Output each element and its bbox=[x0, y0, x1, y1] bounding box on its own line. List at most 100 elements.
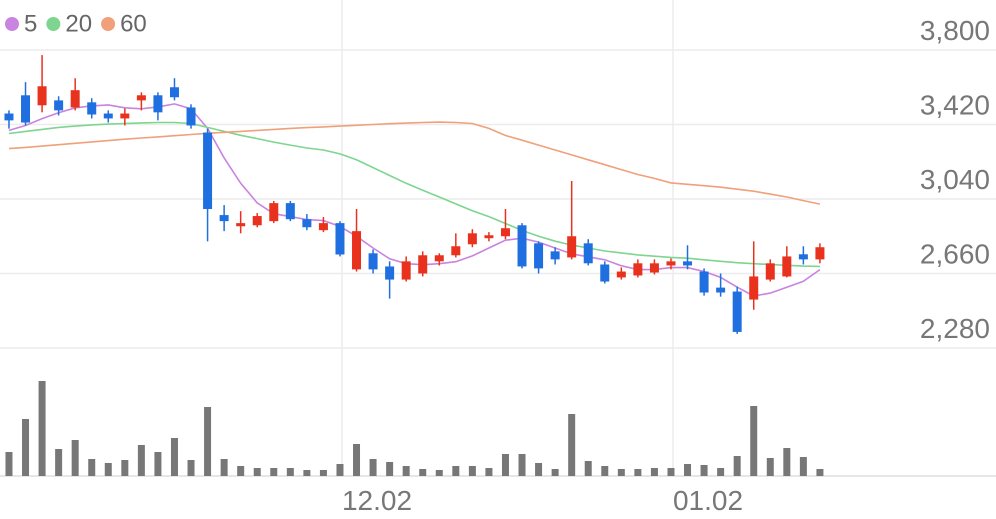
y-tick-label: 2,660 bbox=[920, 239, 990, 270]
volume-bar bbox=[38, 381, 46, 476]
volume-bar bbox=[617, 469, 625, 476]
volume-bar bbox=[485, 468, 493, 476]
volume-bar bbox=[684, 464, 692, 476]
candle-body bbox=[798, 254, 808, 260]
volume-bar bbox=[137, 445, 145, 476]
volume-bar bbox=[237, 466, 245, 476]
candle-body bbox=[716, 287, 726, 293]
candle-body bbox=[500, 228, 510, 237]
volume-bar bbox=[452, 466, 460, 476]
volume-bar bbox=[336, 464, 344, 476]
candle-body bbox=[583, 243, 593, 264]
candle-body bbox=[683, 261, 693, 266]
candle-body bbox=[815, 247, 825, 260]
volume-bar bbox=[369, 459, 377, 476]
volume-bar bbox=[220, 459, 228, 476]
volume-bar bbox=[518, 454, 526, 476]
candle-body bbox=[385, 266, 395, 280]
y-tick-label: 3,800 bbox=[920, 15, 990, 46]
volume-bar bbox=[55, 449, 63, 476]
x-tick-label: 01.02 bbox=[673, 485, 743, 516]
volume-bar bbox=[799, 457, 807, 476]
volume-bar bbox=[468, 466, 476, 476]
y-tick-label: 3,420 bbox=[920, 90, 990, 121]
volume-bar bbox=[816, 469, 824, 476]
candle-body bbox=[120, 113, 130, 119]
candle-body bbox=[252, 216, 262, 226]
candle-body bbox=[600, 264, 610, 282]
volume-bar bbox=[419, 469, 427, 476]
volume-bar bbox=[22, 419, 30, 476]
candle-body bbox=[467, 233, 477, 245]
candle-body bbox=[434, 255, 444, 262]
volume-bar bbox=[386, 462, 394, 476]
volume-bar bbox=[71, 440, 79, 476]
volume-bar bbox=[750, 406, 758, 476]
volume-bar bbox=[121, 460, 129, 476]
volume-bar bbox=[286, 468, 294, 476]
volume-bar bbox=[551, 469, 559, 476]
volume-bar bbox=[253, 468, 261, 476]
volume-bar bbox=[353, 444, 361, 476]
volume-bar bbox=[270, 468, 278, 476]
volume-bar bbox=[700, 465, 708, 476]
volume-bar bbox=[650, 468, 658, 476]
candle-body bbox=[269, 203, 279, 222]
legend-label: 20 bbox=[65, 10, 92, 37]
volume-bar bbox=[584, 461, 592, 476]
volume-bar bbox=[783, 448, 791, 476]
candle-body bbox=[186, 107, 196, 126]
volume-bar bbox=[154, 452, 162, 476]
candle-body bbox=[103, 113, 113, 119]
candle-body bbox=[70, 90, 80, 108]
volume-bar bbox=[5, 452, 13, 476]
volume-bar bbox=[568, 414, 576, 476]
candle-body bbox=[37, 86, 47, 106]
volume-bar bbox=[733, 456, 741, 476]
volume-bar bbox=[717, 468, 725, 476]
candle-body bbox=[484, 235, 494, 239]
volume-bar bbox=[435, 470, 443, 476]
candle-body bbox=[732, 291, 742, 332]
candle-body bbox=[699, 271, 709, 293]
candle-body bbox=[169, 87, 179, 98]
candle-body bbox=[649, 263, 659, 273]
volume-bar bbox=[535, 463, 543, 476]
volume-bar bbox=[667, 468, 675, 476]
volume-bar bbox=[204, 407, 212, 476]
candle-body bbox=[54, 100, 64, 111]
candle-body bbox=[87, 102, 97, 115]
volume-bar bbox=[319, 470, 327, 476]
candle-body bbox=[765, 263, 775, 280]
legend-label: 5 bbox=[24, 10, 37, 37]
candle-body bbox=[203, 132, 213, 209]
volume-bar bbox=[170, 438, 178, 476]
volume-bar bbox=[303, 470, 311, 476]
legend-swatch bbox=[46, 17, 61, 31]
candle-body bbox=[318, 223, 328, 231]
candle-body bbox=[136, 95, 146, 101]
candle-body bbox=[21, 95, 31, 123]
candle-body bbox=[782, 256, 792, 277]
volume-bar bbox=[501, 454, 509, 476]
volume-bar bbox=[187, 460, 195, 476]
candle-body bbox=[236, 223, 246, 227]
ma-line bbox=[8, 103, 821, 297]
candle-body bbox=[302, 219, 312, 228]
candle-body bbox=[633, 263, 643, 276]
candle-body bbox=[401, 261, 411, 280]
candle-body bbox=[666, 261, 676, 266]
legend-swatch bbox=[101, 17, 116, 31]
candle-body bbox=[418, 255, 428, 274]
candle-body bbox=[219, 215, 229, 222]
candle-body bbox=[567, 236, 577, 258]
candle-body bbox=[749, 276, 759, 300]
volume-bar bbox=[634, 469, 642, 476]
volume-bar bbox=[601, 466, 609, 476]
candle-body bbox=[4, 113, 14, 121]
volume-bar bbox=[766, 458, 774, 476]
legend-swatch bbox=[5, 17, 19, 31]
candle-body bbox=[451, 246, 461, 256]
